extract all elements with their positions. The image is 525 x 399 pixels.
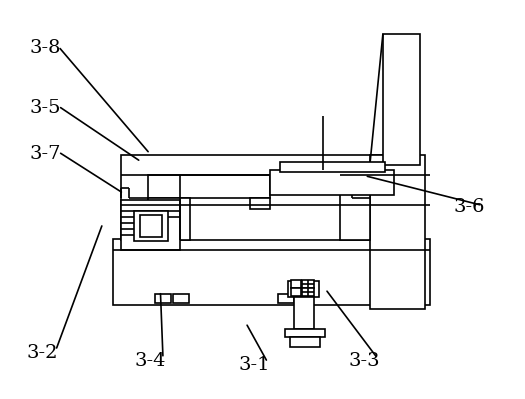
Bar (149, 175, 270, 198)
Text: 3-8: 3-8 (29, 40, 61, 57)
Bar (250, 198, 270, 209)
Bar (370, 155, 425, 309)
Bar (285, 329, 325, 338)
Text: 3-5: 3-5 (29, 99, 61, 117)
Bar (173, 294, 189, 303)
Bar (297, 294, 312, 303)
Bar (121, 155, 412, 240)
Bar (140, 215, 163, 237)
Bar (155, 294, 171, 303)
Bar (294, 297, 314, 329)
Bar (291, 280, 301, 288)
Text: 3-7: 3-7 (29, 145, 61, 163)
Text: 3-3: 3-3 (349, 352, 381, 369)
Bar (291, 288, 301, 296)
Bar (340, 175, 370, 240)
Bar (278, 294, 294, 303)
Text: 3-4: 3-4 (134, 352, 166, 369)
Bar (134, 211, 168, 241)
Text: 3-1: 3-1 (239, 356, 270, 373)
Bar (290, 338, 320, 348)
Bar (149, 198, 190, 240)
Bar (302, 288, 314, 296)
Bar (270, 170, 394, 195)
Bar (288, 281, 319, 297)
Bar (383, 34, 419, 165)
Text: 3-2: 3-2 (27, 344, 58, 361)
Bar (121, 200, 180, 250)
Bar (113, 239, 430, 305)
Bar (280, 162, 384, 172)
Bar (302, 280, 314, 288)
Text: 3-6: 3-6 (454, 198, 485, 216)
